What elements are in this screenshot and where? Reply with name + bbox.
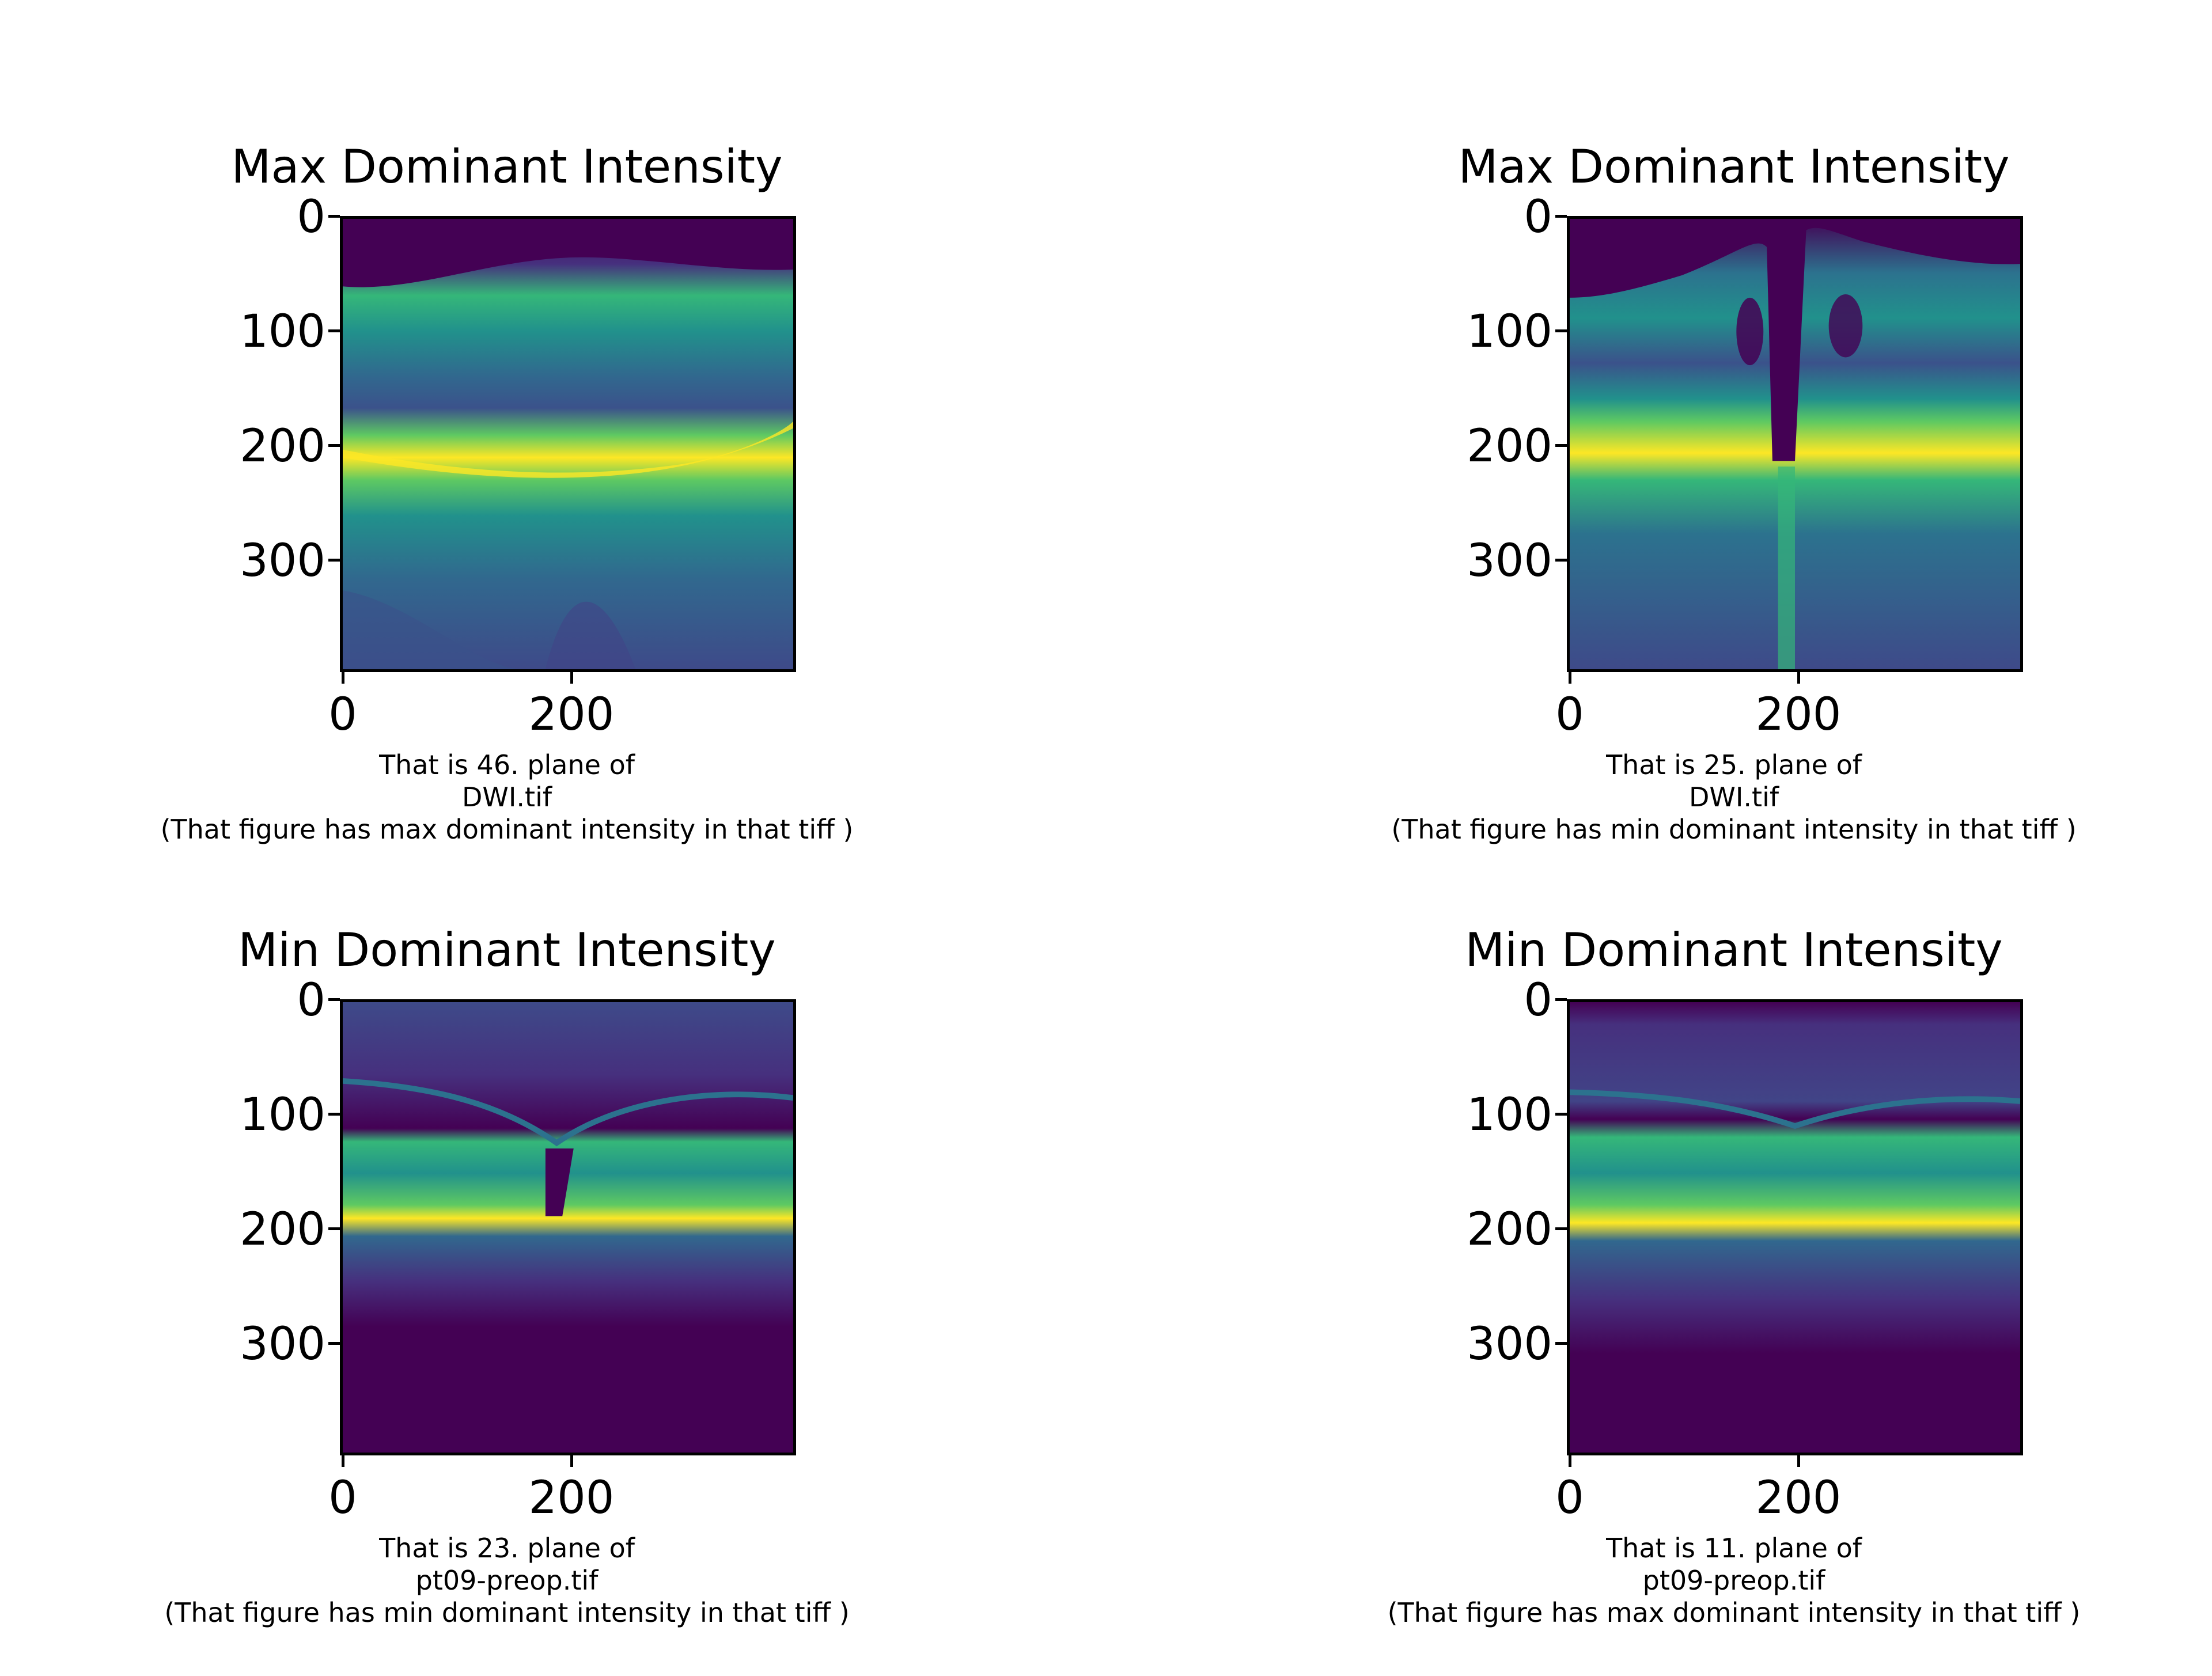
x-tick-label: 200	[528, 1472, 615, 1524]
caption-line: DWI.tif	[461, 782, 552, 813]
y-tick-label: 0	[297, 974, 325, 1026]
y-tick-label: 300	[1467, 1318, 1552, 1370]
subplot-caption: That is 23. plane of pt09-preop.tif (Tha…	[132, 1532, 881, 1629]
x-tick-label: 0	[1555, 689, 1584, 741]
y-tick-label: 200	[240, 420, 325, 472]
subplot-top-right: Max Dominant Intensity	[1359, 144, 2108, 893]
y-tick-label: 100	[1467, 1089, 1552, 1141]
subplot-title: Min Dominant Intensity	[238, 923, 776, 977]
subplot-bottom-right: Min Dominant Intensity	[1359, 927, 2108, 1676]
y-tick-label: 200	[240, 1204, 325, 1256]
subplot-caption: That is 25. plane of DWI.tif (That figur…	[1359, 749, 2108, 845]
caption-line: That is 11. plane of	[1606, 1533, 1862, 1564]
x-tick-label: 200	[1755, 689, 1842, 741]
oct-image	[340, 216, 796, 672]
caption-line: pt09-preop.tif	[415, 1565, 599, 1596]
y-tick-label: 100	[240, 306, 325, 358]
caption-line: That is 23. plane of	[379, 1533, 635, 1564]
subplot-title: Min Dominant Intensity	[1465, 923, 2003, 977]
caption-line: (That figure has min dominant intensity …	[1391, 814, 2077, 845]
subplot-caption: That is 46. plane of DWI.tif (That figur…	[132, 749, 881, 845]
caption-line: (That figure has max dominant intensity …	[1387, 1597, 2081, 1628]
y-tick-label: 300	[240, 535, 325, 587]
x-tick-label: 0	[1555, 1472, 1584, 1524]
y-tick-label: 0	[1524, 974, 1552, 1026]
y-tick-label: 300	[240, 1318, 325, 1370]
y-tick-label: 100	[1467, 306, 1552, 358]
caption-line: pt09-preop.tif	[1642, 1565, 1825, 1596]
caption-line: That is 46. plane of	[379, 749, 635, 780]
caption-line: That is 25. plane of	[1606, 749, 1862, 780]
oct-image	[1567, 999, 2023, 1455]
caption-line: (That figure has max dominant intensity …	[160, 814, 854, 845]
y-tick-label: 200	[1467, 420, 1552, 472]
oct-image	[340, 999, 796, 1455]
x-tick-label: 200	[528, 689, 615, 741]
y-tick-label: 100	[240, 1089, 325, 1141]
subplot-title: Max Dominant Intensity	[1458, 140, 2010, 194]
caption-line: DWI.tif	[1688, 782, 1779, 813]
subplot-top-left: Max Dominant Intensity	[132, 144, 881, 893]
y-tick-label: 200	[1467, 1204, 1552, 1256]
x-tick-label: 0	[328, 1472, 357, 1524]
subplot-bottom-left: Min Dominant Intensity	[132, 927, 881, 1676]
subplot-caption: That is 11. plane of pt09-preop.tif (Tha…	[1359, 1532, 2108, 1629]
y-tick-label: 0	[1524, 191, 1552, 243]
caption-line: (That figure has min dominant intensity …	[164, 1597, 850, 1628]
subplot-title: Max Dominant Intensity	[231, 140, 783, 194]
oct-image	[1567, 216, 2023, 672]
y-tick-label: 0	[297, 191, 325, 243]
x-tick-label: 200	[1755, 1472, 1842, 1524]
y-tick-label: 300	[1467, 535, 1552, 587]
x-tick-label: 0	[328, 689, 357, 741]
